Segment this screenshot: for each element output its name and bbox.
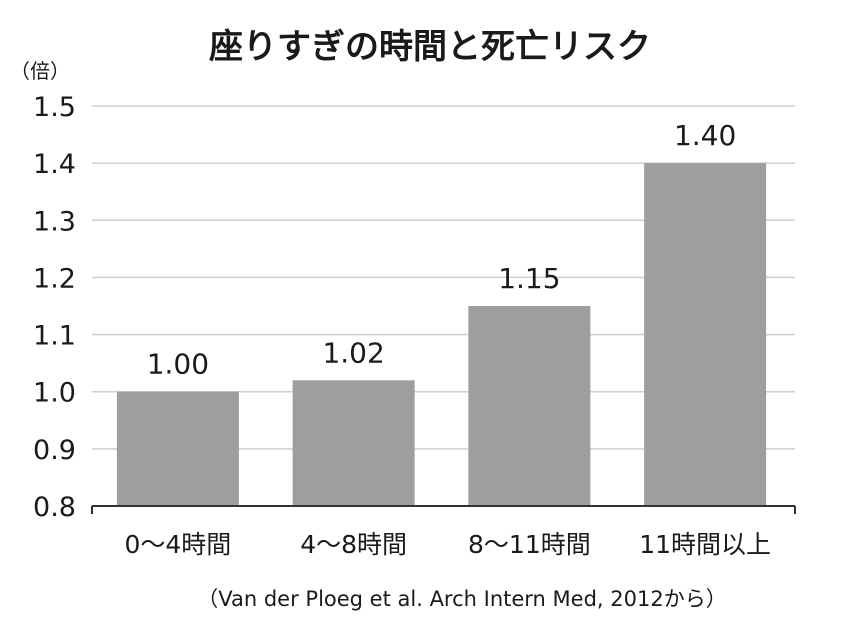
bars: [116, 163, 767, 506]
bar-2: [292, 380, 415, 506]
x-tick-label: 4～8時間: [300, 530, 407, 559]
y-tick-label: 1.5: [33, 92, 76, 123]
y-tick-label: 1.4: [33, 149, 76, 180]
y-tick-label: 1.3: [33, 206, 76, 237]
y-tick-label: 1.2: [33, 263, 76, 294]
y-tick-label: 1.0: [33, 378, 76, 409]
x-tick-label: 11時間以上: [639, 530, 771, 559]
x-tick-label: 0～4時間: [124, 530, 231, 559]
bar-3: [468, 306, 591, 506]
unit-label: （倍）: [10, 59, 70, 83]
data-label: 1.00: [147, 348, 209, 381]
source-note: （Van der Ploeg et al. Arch Intern Med, 2…: [197, 587, 726, 611]
data-label: 1.40: [674, 119, 736, 152]
data-label: 1.15: [498, 262, 560, 295]
y-tick-label: 0.8: [33, 492, 76, 523]
axes: [91, 505, 796, 514]
y-tick-label: 1.1: [33, 321, 76, 352]
bar-1: [116, 391, 239, 506]
x-tick-label: 8～11時間: [468, 530, 591, 559]
data-label: 1.02: [322, 336, 384, 369]
y-tick-label: 0.9: [33, 435, 76, 466]
labels: 0.8 0.9 1.0 1.1 1.2 1.3 1.4 1.5 1.00 0～4時間 1.02 4～8…: [33, 92, 771, 559]
chart-title: 座りすぎの時間と死亡リスク: [209, 27, 651, 67]
bar-4: [644, 163, 767, 506]
